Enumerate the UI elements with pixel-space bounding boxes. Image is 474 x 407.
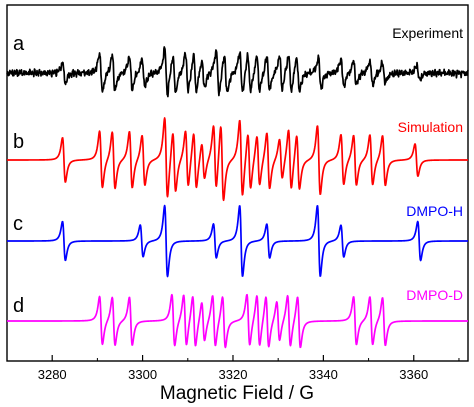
panel-labels: a Experiment b Simulation c DMPO-H d DMPO-D xyxy=(13,25,463,317)
spectrum-trace-b xyxy=(6,117,469,202)
spectrum-trace-c xyxy=(6,204,469,278)
panel-letter: b xyxy=(13,131,24,153)
x-tick-label: 3320 xyxy=(219,367,248,382)
x-tick-label: 3360 xyxy=(399,367,428,382)
panel-letter: a xyxy=(13,33,25,55)
spectra-traces xyxy=(6,46,469,349)
x-axis: 3280 3300 3320 3340 3360 xyxy=(6,355,460,382)
x-axis-label: Magnetic Field / G xyxy=(160,383,314,404)
plot-frame xyxy=(6,4,469,362)
series-label: Simulation xyxy=(398,119,463,135)
panel-letter: c xyxy=(13,213,23,235)
spectrum-trace-a xyxy=(6,46,469,98)
series-label: DMPO-D xyxy=(406,287,463,303)
x-tick-label: 3280 xyxy=(38,367,67,382)
x-tick-label: 3300 xyxy=(128,367,157,382)
spectrum-trace-d xyxy=(6,293,469,349)
panel-letter: d xyxy=(13,295,24,317)
series-label: DMPO-H xyxy=(406,203,463,219)
series-label: Experiment xyxy=(392,25,463,41)
x-tick-label: 3340 xyxy=(309,367,338,382)
